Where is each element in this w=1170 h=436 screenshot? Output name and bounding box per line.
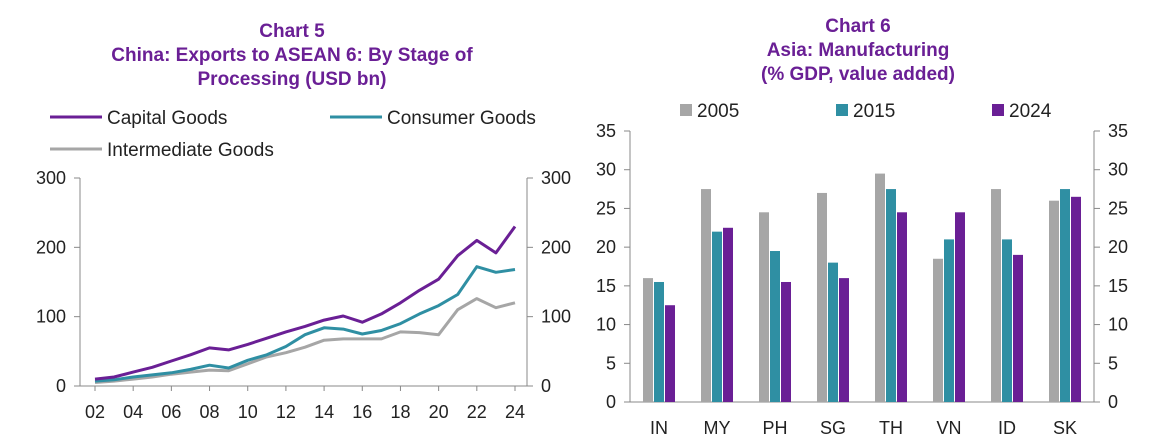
chart-6-left-tick-label: 25 [596, 198, 616, 218]
bar-sk-2005 [1049, 200, 1059, 402]
chart-6-left-tick-label: 0 [606, 392, 616, 412]
chart-5-x-tick-label: 04 [123, 402, 143, 422]
bar-my-2015 [712, 231, 722, 402]
chart-6-right-tick-label: 20 [1108, 237, 1128, 257]
chart-5-title-line-3: Processing (USD bn) [198, 69, 387, 90]
bar-ph-2015 [770, 251, 780, 402]
chart-6-x-tick-label: IN [650, 418, 668, 436]
chart-5-x-tick-label: 16 [352, 402, 372, 422]
chart-6-right-tick-label: 5 [1108, 353, 1118, 373]
legend-label-intermediate-goods: Intermediate Goods [107, 140, 274, 161]
chart-6-left-tick-label: 10 [596, 315, 616, 335]
chart-6-x-tick-label: TH [879, 418, 903, 436]
chart-5-x-tick-label: 14 [314, 402, 334, 422]
chart-5-x-tick-label: 10 [238, 402, 258, 422]
chart-6-ticks: 0 5 10 15 20 25 30 35 0 5 10 15 20 25 30 35 IN MY PH SG TH VN… [596, 121, 1128, 436]
chart-5-right-tick-label: 300 [541, 168, 571, 188]
chart-5-x-tick-label: 24 [505, 402, 525, 422]
chart-6-title-line-2: Asia: Manufacturing [767, 40, 950, 61]
chart-6-bars [643, 173, 1081, 402]
chart-5: Chart 5 China: Exports to ASEAN 6: By St… [36, 21, 571, 422]
legend-swatch-2015 [836, 104, 848, 116]
chart-5-series [94, 225, 517, 384]
legend-label-2024: 2024 [1009, 101, 1052, 122]
legend-swatch-2005 [680, 104, 692, 116]
chart-5-x-tick-label: 12 [276, 402, 296, 422]
series-line-consumer-goods [94, 265, 516, 383]
bar-in-2015 [654, 281, 664, 402]
chart-5-right-tick-label: 200 [541, 237, 571, 257]
chart-6-x-tick-label: ID [998, 418, 1016, 436]
chart-5-left-tick-label: 200 [36, 237, 66, 257]
chart-6-right-tick-label: 0 [1108, 392, 1118, 412]
bar-th-2024 [897, 212, 907, 402]
bar-id-2005 [991, 189, 1001, 402]
chart-5-title-line-1: Chart 5 [259, 21, 325, 42]
chart-5-x-tick-label: 06 [161, 402, 181, 422]
chart-5-x-tick-label: 08 [200, 402, 220, 422]
chart-6-left-tick-label: 5 [606, 353, 616, 373]
bar-vn-2005 [933, 258, 943, 402]
chart-6-x-tick-label: SK [1053, 418, 1077, 436]
bar-th-2015 [886, 189, 896, 402]
chart-6-x-tick-label: MY [704, 418, 731, 436]
bar-vn-2024 [955, 212, 965, 402]
chart-5-x-tick-label: 02 [85, 402, 105, 422]
bar-sg-2005 [817, 192, 827, 402]
bar-my-2024 [723, 227, 733, 402]
bar-sg-2015 [828, 262, 838, 402]
chart-6-left-tick-label: 30 [596, 160, 616, 180]
chart-6-right-tick-label: 10 [1108, 315, 1128, 335]
chart-6-left-tick-label: 35 [596, 121, 616, 141]
chart-6-x-tick-label: VN [936, 418, 961, 436]
chart-5-left-tick-label: 300 [36, 168, 66, 188]
bar-ph-2024 [781, 281, 791, 402]
chart-5-x-tick-label: 18 [390, 402, 410, 422]
chart-6-right-tick-label: 25 [1108, 198, 1128, 218]
bar-sk-2024 [1071, 196, 1081, 402]
bar-my-2005 [701, 189, 711, 402]
chart-6-right-tick-label: 30 [1108, 160, 1128, 180]
legend-swatch-2024 [992, 104, 1004, 116]
chart-5-left-tick-label: 100 [36, 307, 66, 327]
chart-6-title-line-1: Chart 6 [825, 16, 890, 37]
legend-label-2015: 2015 [853, 101, 895, 122]
chart-5-right-tick-label: 100 [541, 307, 571, 327]
bar-sk-2015 [1060, 189, 1070, 402]
chart-5-left-tick-label: 0 [56, 376, 66, 396]
bar-vn-2015 [944, 239, 954, 402]
bar-in-2005 [643, 278, 653, 402]
chart-5-x-tick-label: 22 [467, 402, 487, 422]
chart-6-right-tick-label: 35 [1108, 121, 1128, 141]
chart-6-right-tick-label: 15 [1108, 276, 1128, 296]
legend-label-2005: 2005 [697, 101, 739, 122]
chart-6: Chart 6 Asia: Manufacturing (% GDP, valu… [596, 16, 1128, 436]
chart-6-left-tick-label: 20 [596, 237, 616, 257]
bar-id-2024 [1013, 254, 1023, 402]
bar-th-2005 [875, 173, 885, 402]
legend-label-capital-goods: Capital Goods [107, 108, 227, 129]
chart-6-x-tick-label: SG [820, 418, 846, 436]
chart-6-legend: 2005 2015 2024 [680, 101, 1052, 122]
chart-5-x-tick-label: 20 [429, 402, 449, 422]
chart-6-x-tick-label: PH [762, 418, 787, 436]
chart-6-title-line-3: (% GDP, value added) [761, 64, 955, 85]
series-line-intermediate-goods [94, 297, 516, 384]
bar-sg-2024 [839, 278, 849, 402]
bar-in-2024 [665, 305, 675, 402]
bar-ph-2005 [759, 212, 769, 402]
chart-5-right-tick-label: 0 [541, 376, 551, 396]
chart-5-title-line-2: China: Exports to ASEAN 6: By Stage of [111, 45, 473, 66]
chart-5-ticks: 0 100 200 300 0 100 200 300 02 04 06 08 10 12 14 16 18 20… [36, 168, 571, 422]
chart-6-left-tick-label: 15 [596, 276, 616, 296]
legend-label-consumer-goods: Consumer Goods [387, 108, 536, 129]
series-line-capital-goods [94, 225, 517, 381]
bar-id-2015 [1002, 239, 1012, 402]
chart-5-legend: Capital Goods Consumer Goods Intermediat… [50, 108, 536, 161]
